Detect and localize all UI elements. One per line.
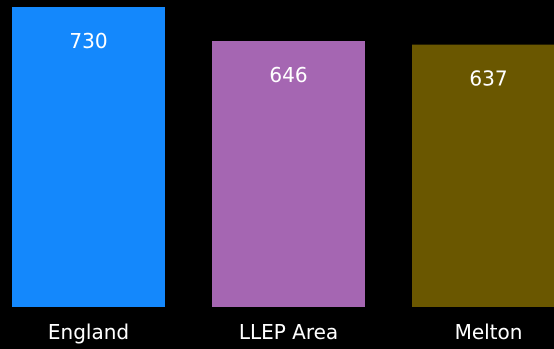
tick-label-llep-area: LLEP Area bbox=[239, 320, 338, 344]
tick-label-england: England bbox=[48, 320, 129, 344]
bar-melton bbox=[412, 44, 554, 308]
value-labels-group: 730 646 637 bbox=[69, 29, 507, 91]
tick-label-melton: Melton bbox=[455, 320, 523, 344]
category-labels-group: England LLEP Area Melton bbox=[48, 320, 523, 344]
bar-england bbox=[12, 7, 165, 307]
bar-llep-area bbox=[212, 41, 365, 307]
data-label-melton: 637 bbox=[469, 67, 507, 91]
bars-group bbox=[12, 7, 554, 308]
data-label-llep-area: 646 bbox=[269, 63, 307, 87]
data-label-england: 730 bbox=[69, 29, 107, 53]
